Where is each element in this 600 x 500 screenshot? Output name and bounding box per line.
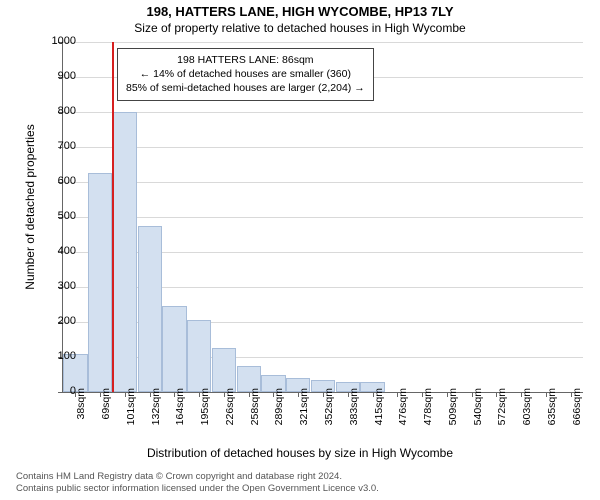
footer-line1: Contains HM Land Registry data © Crown c… xyxy=(16,471,379,483)
histogram-bar xyxy=(113,112,137,392)
plot-area: 38sqm69sqm101sqm132sqm164sqm195sqm226sqm… xyxy=(62,42,583,393)
x-tick-label: 666sqm xyxy=(571,388,583,438)
chart-title: 198, HATTERS LANE, HIGH WYCOMBE, HP13 7L… xyxy=(0,4,600,19)
gridline xyxy=(63,112,583,113)
x-tick-label: 132sqm xyxy=(150,388,162,438)
x-tick-label: 540sqm xyxy=(472,388,484,438)
y-tick-label: 100 xyxy=(26,350,76,362)
chart-subtitle: Size of property relative to detached ho… xyxy=(0,21,600,35)
y-tick-label: 0 xyxy=(26,385,76,397)
y-tick-label: 1000 xyxy=(26,35,76,47)
x-tick-label: 476sqm xyxy=(397,388,409,438)
y-tick-label: 700 xyxy=(26,140,76,152)
y-tick-label: 500 xyxy=(26,210,76,222)
x-tick-label: 478sqm xyxy=(422,388,434,438)
x-tick-label: 38sqm xyxy=(75,388,87,438)
x-tick-label: 509sqm xyxy=(447,388,459,438)
histogram-bar xyxy=(162,306,186,392)
annotation-line3: 85% of semi-detached houses are larger (… xyxy=(126,81,365,95)
x-tick-label: 383sqm xyxy=(348,388,360,438)
y-tick-label: 900 xyxy=(26,70,76,82)
annotation-box: 198 HATTERS LANE: 86sqm ← 14% of detache… xyxy=(117,48,374,101)
x-tick-label: 164sqm xyxy=(174,388,186,438)
gridline xyxy=(63,217,583,218)
y-tick-label: 400 xyxy=(26,245,76,257)
x-tick-label: 603sqm xyxy=(521,388,533,438)
x-tick-label: 195sqm xyxy=(199,388,211,438)
histogram-bar xyxy=(138,226,162,392)
gridline xyxy=(63,42,583,43)
x-tick-label: 226sqm xyxy=(224,388,236,438)
histogram-bar xyxy=(212,348,236,392)
x-tick-label: 635sqm xyxy=(546,388,558,438)
marker-line xyxy=(112,42,114,392)
x-axis-label: Distribution of detached houses by size … xyxy=(0,446,600,460)
y-axis-label: Number of detached properties xyxy=(23,57,37,357)
x-tick-label: 572sqm xyxy=(496,388,508,438)
x-tick-label: 352sqm xyxy=(323,388,335,438)
histogram-bar xyxy=(88,173,112,392)
x-tick-label: 289sqm xyxy=(273,388,285,438)
y-tick-label: 300 xyxy=(26,280,76,292)
x-tick-label: 101sqm xyxy=(125,388,137,438)
x-tick-label: 415sqm xyxy=(373,388,385,438)
footer-line2: Contains public sector information licen… xyxy=(16,483,379,495)
footer-attribution: Contains HM Land Registry data © Crown c… xyxy=(16,471,379,495)
x-tick-label: 69sqm xyxy=(100,388,112,438)
y-tick-label: 800 xyxy=(26,105,76,117)
y-tick-label: 600 xyxy=(26,175,76,187)
y-tick-label: 200 xyxy=(26,315,76,327)
gridline xyxy=(63,182,583,183)
annotation-line2: ← 14% of detached houses are smaller (36… xyxy=(126,67,365,81)
histogram-bar xyxy=(187,320,211,392)
x-tick-label: 258sqm xyxy=(249,388,261,438)
gridline xyxy=(63,147,583,148)
annotation-line1: 198 HATTERS LANE: 86sqm xyxy=(126,53,365,67)
x-tick-label: 321sqm xyxy=(298,388,310,438)
